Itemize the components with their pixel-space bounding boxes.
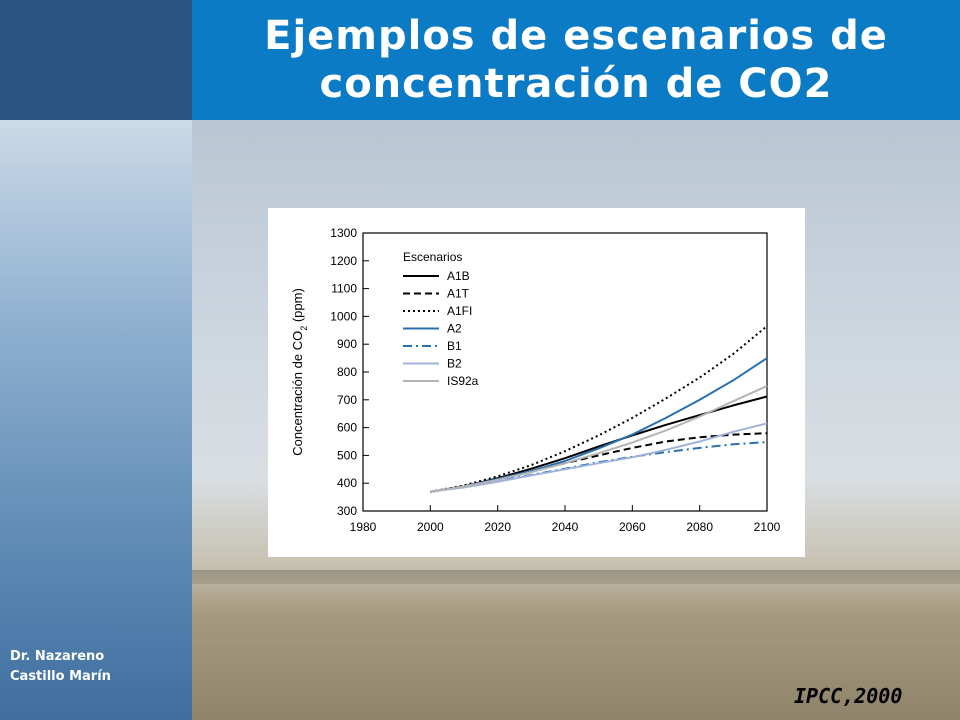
legend-label-a1t: A1T bbox=[447, 287, 470, 301]
legend-label-b1: B1 bbox=[447, 339, 462, 353]
author-credit: Dr. Nazareno Castillo Marín bbox=[10, 647, 185, 687]
citation: IPCC,2000 bbox=[794, 684, 903, 708]
legend-label-is92a: IS92a bbox=[447, 374, 479, 388]
author-name-line1: Dr. Nazareno bbox=[10, 649, 105, 664]
series-line-b2 bbox=[430, 422, 768, 493]
x-tick-label: 2020 bbox=[484, 520, 511, 534]
x-tick-label: 2060 bbox=[619, 520, 646, 534]
y-tick-label: 700 bbox=[337, 393, 357, 407]
y-tick-label: 800 bbox=[337, 365, 357, 379]
y-tick-label: 1000 bbox=[330, 309, 357, 323]
series-line-is92a bbox=[430, 384, 768, 493]
horizon-line bbox=[192, 570, 960, 584]
y-tick-label: 300 bbox=[337, 504, 357, 518]
legend-label-a1fi: A1FI bbox=[447, 304, 472, 318]
x-tick-label: 1980 bbox=[350, 520, 377, 534]
left-sidebar: Dr. Nazareno Castillo Marín bbox=[0, 0, 192, 720]
slide-title-line1: Ejemplos de escenarios de bbox=[264, 13, 888, 59]
legend-label-a1b: A1B bbox=[447, 269, 470, 283]
series-line-a1b bbox=[430, 395, 768, 493]
author-name-line2: Castillo Marín bbox=[10, 669, 111, 684]
series-line-a2 bbox=[430, 357, 768, 493]
y-tick-label: 400 bbox=[337, 476, 357, 490]
x-tick-label: 2100 bbox=[754, 520, 781, 534]
legend-title: Escenarios bbox=[403, 250, 462, 264]
co2-chart: 300 400 500 600 700 800 900 1000 1100 1200 1300 198… bbox=[290, 226, 781, 534]
legend-label-a2: A2 bbox=[447, 322, 462, 336]
y-tick-label: 500 bbox=[337, 448, 357, 462]
x-tick-label: 2080 bbox=[686, 520, 713, 534]
y-tick-label: 1300 bbox=[330, 226, 357, 240]
legend-label-b2: B2 bbox=[447, 357, 462, 371]
x-tick-label: 2000 bbox=[417, 520, 444, 534]
sidebar-top-block bbox=[0, 0, 192, 120]
y-tick-label: 1200 bbox=[330, 254, 357, 268]
y-tick-label: 600 bbox=[337, 421, 357, 435]
slide-title-line2: concentración de CO2 bbox=[319, 61, 833, 107]
y-tick-label: 900 bbox=[337, 337, 357, 351]
chart-panel: 300 400 500 600 700 800 900 1000 1100 1200 1300 198… bbox=[268, 208, 805, 557]
title-band: Ejemplos de escenarios de concentración … bbox=[192, 0, 960, 120]
y-axis-label: Concentración de CO2 (ppm) bbox=[290, 288, 309, 456]
x-tick-label: 2040 bbox=[552, 520, 579, 534]
y-tick-label: 1100 bbox=[331, 282, 357, 296]
